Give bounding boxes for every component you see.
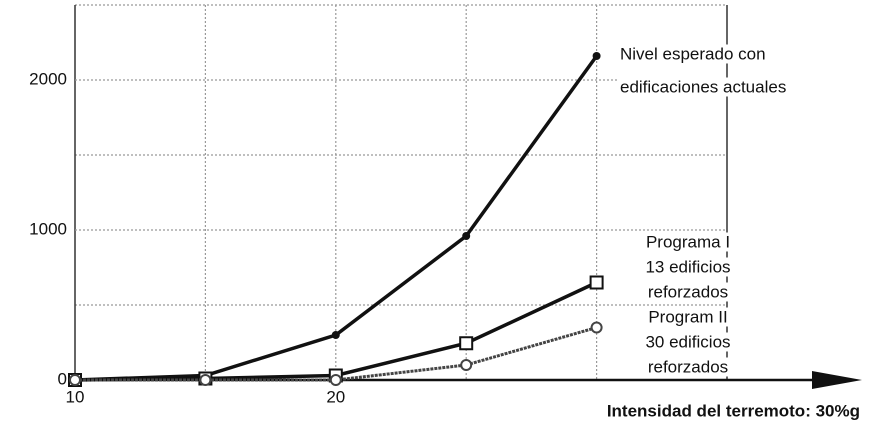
label-background — [643, 332, 733, 352]
marker — [331, 331, 340, 339]
marker — [459, 336, 474, 351]
series-label: Programa I — [646, 232, 730, 251]
label-background — [643, 257, 733, 277]
label-background — [646, 307, 730, 327]
x-tick-label: 10 — [66, 387, 85, 406]
label-background — [618, 44, 768, 64]
x-axis-label: Intensidad del terremoto: 30%g — [607, 401, 860, 420]
series-label: Nivel esperado con — [620, 44, 766, 63]
marker — [462, 232, 471, 240]
marker — [589, 275, 604, 290]
label-background — [645, 357, 731, 377]
label-background — [618, 77, 789, 97]
marker — [69, 374, 81, 386]
label-background — [643, 232, 733, 252]
series-label: Program II — [648, 307, 727, 326]
marker — [460, 359, 473, 371]
y-tick-label: 0 — [58, 369, 67, 388]
series-label: reforzados — [648, 282, 728, 301]
series-label: 13 edificios — [645, 257, 730, 276]
series-label: 30 edificios — [645, 332, 730, 351]
marker — [590, 321, 603, 334]
series-label: reforzados — [648, 357, 728, 376]
label-background — [645, 282, 731, 302]
marker — [592, 52, 601, 60]
x-axis-arrow — [812, 371, 862, 389]
y-tick-label: 1000 — [29, 219, 67, 238]
y-tick-label: 2000 — [29, 69, 67, 88]
x-tick-label: 20 — [326, 387, 345, 406]
series-label: edificaciones actuales — [620, 77, 786, 96]
marker — [199, 374, 212, 386]
marker — [329, 374, 342, 386]
